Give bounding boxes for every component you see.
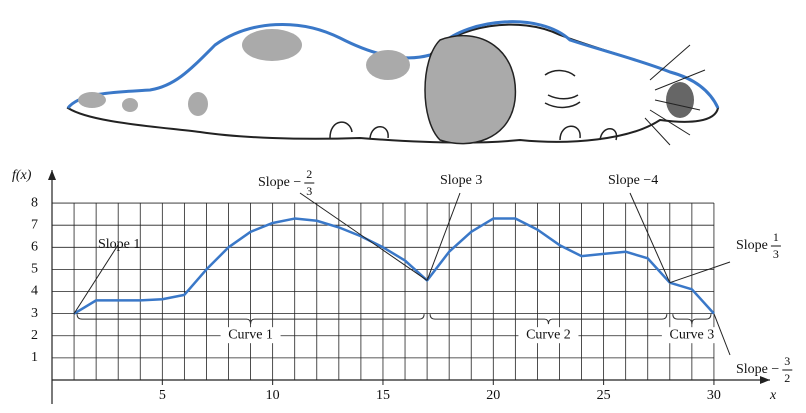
slope-numerator: 2 (306, 167, 312, 181)
y-tick-label: 8 (31, 195, 38, 210)
dog-body (68, 24, 718, 142)
slope-label: Slope 3 (440, 173, 482, 188)
leader-line (300, 193, 427, 280)
curve-label: Curve 3 (670, 327, 715, 342)
dog-nose (666, 82, 694, 118)
slope-label: Slope (736, 238, 768, 253)
slope-numerator: 3 (784, 354, 790, 368)
spot (366, 50, 410, 80)
spot (242, 29, 302, 61)
slope-label: Slope − (736, 362, 779, 377)
leader-line (427, 193, 460, 280)
y-tick-label: 5 (31, 262, 38, 277)
y-arrow (48, 170, 56, 180)
x-tick-label: 15 (376, 388, 390, 403)
curve-label: Curve 2 (526, 327, 571, 342)
spot (122, 98, 138, 112)
x-tick-label: 25 (597, 388, 611, 403)
figure: f(x) x 1 2 3 4 5 6 7 8 5 10 15 20 25 30 Curve 1 Curve 2… (0, 0, 806, 413)
dog-illustration (68, 22, 718, 145)
y-tick-label: 4 (31, 284, 38, 299)
y-tick-label: 7 (31, 217, 38, 232)
x-tick-label: 20 (486, 388, 500, 403)
x-tick-label: 30 (707, 388, 721, 403)
y-tick-label: 2 (31, 328, 38, 343)
curve-bracket (430, 314, 667, 324)
slope-label: Slope 1 (98, 237, 140, 252)
y-tick-label: 3 (31, 306, 38, 321)
spot (78, 92, 106, 108)
curve-label: Curve 1 (228, 327, 273, 342)
slope-denominator: 3 (306, 184, 312, 198)
spot (188, 92, 208, 116)
y-tick-label: 6 (31, 240, 38, 255)
leader-line (670, 262, 730, 283)
slope-numerator: 1 (773, 230, 779, 244)
dog-ear (425, 36, 515, 144)
slope-denominator: 3 (773, 247, 779, 261)
slope-denominator: 2 (784, 371, 790, 385)
y-tick-label: 1 (31, 350, 38, 365)
curve (74, 219, 714, 314)
y-axis-label: f(x) (12, 168, 32, 183)
x-tick-label: 5 (159, 388, 166, 403)
slope-label: Slope − (258, 175, 301, 190)
x-axis-label: x (769, 388, 777, 403)
slope-label: Slope −4 (608, 173, 658, 188)
x-tick-label: 10 (266, 388, 280, 403)
